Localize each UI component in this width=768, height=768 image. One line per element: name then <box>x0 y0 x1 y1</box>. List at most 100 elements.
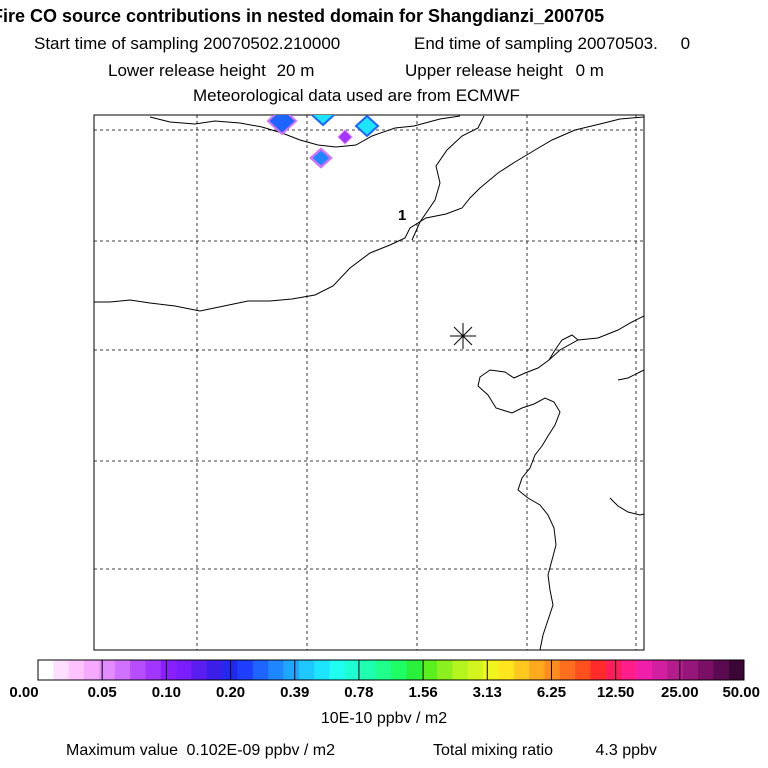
colorbar-cell <box>621 660 637 680</box>
coast-fragment-2 <box>617 369 644 381</box>
colorbar-cell <box>590 660 607 680</box>
colorbar-cell <box>437 660 453 680</box>
upper-value: 0 m <box>575 61 604 80</box>
colorbar-cell <box>329 660 346 680</box>
colorbar-tick-label: 3.13 <box>473 684 502 701</box>
colorbar-cell <box>575 660 591 680</box>
colorbar-cell <box>391 660 407 680</box>
grid <box>94 115 644 650</box>
colorbar-tick-label: 0.39 <box>280 684 309 701</box>
lower-label: Lower release height <box>108 61 266 80</box>
colorbar-cell <box>406 660 422 680</box>
colorbar-tick-label: 0.05 <box>88 684 117 701</box>
colorbar-cell <box>498 660 515 680</box>
boundary-north <box>149 115 461 148</box>
chart-title: Fire CO source contributions in nested d… <box>0 6 605 26</box>
plot-frame <box>93 114 645 651</box>
colorbar-cell <box>252 660 269 680</box>
coast-fragment-1 <box>609 497 644 516</box>
colorbar-cell <box>421 660 438 680</box>
hotspot-5 <box>309 147 333 169</box>
colorbar-cell <box>682 660 699 680</box>
hotspot-4 <box>354 115 380 138</box>
colorbar-cell <box>728 660 745 680</box>
colorbar-cell <box>176 660 192 680</box>
sampling-end: End time of sampling 20070503. 0 <box>414 34 690 54</box>
colorbar-tick-label: 1.56 <box>408 684 437 701</box>
hotspot-3 <box>337 129 353 145</box>
colorbar-cell <box>130 660 146 680</box>
upper-label: Upper release height <box>405 61 563 80</box>
end-value: 20070503. <box>577 34 658 53</box>
colorbar-cell <box>53 660 69 680</box>
total-number: 4.3 ppbv <box>595 742 657 759</box>
colorbar-cell <box>344 660 361 680</box>
start-label: Start time of sampling <box>34 34 199 53</box>
colorbar <box>37 659 745 681</box>
colorbar-cell <box>314 660 330 680</box>
colorbar-tick-label: 12.50 <box>597 684 635 701</box>
met-source: Meteorological data used are from ECMWF <box>193 86 520 105</box>
colorbar-cell <box>222 660 238 680</box>
map-outlines <box>94 115 644 650</box>
hotspot-2 <box>310 115 336 127</box>
colorbar-cell <box>713 660 729 680</box>
total-label: Total mixing ratio <box>433 742 554 759</box>
coastline <box>477 315 644 650</box>
colorbar-cell <box>114 660 131 680</box>
contour-label: 1 <box>398 207 406 224</box>
colorbar-cell <box>467 660 484 680</box>
colorbar-cell <box>636 660 653 680</box>
colorbar-cell <box>483 660 499 680</box>
colorbar-cell <box>667 660 683 680</box>
end-label: End time of sampling <box>414 34 573 53</box>
boundary-main <box>94 116 644 312</box>
colorbar-cell <box>38 660 54 680</box>
colorbar-unit: 10E-10 ppbv / m2 <box>320 710 448 727</box>
colorbar-tick-label: 6.25 <box>537 684 566 701</box>
boundary-inner <box>411 115 485 241</box>
colorbar-cell <box>99 660 116 680</box>
colorbar-cell <box>697 660 714 680</box>
sampling-start: Start time of sampling 20070502.210000 <box>34 34 340 54</box>
release-upper: Upper release height 0 m <box>405 61 604 81</box>
hotspots <box>266 115 380 169</box>
colorbar-cell <box>605 660 622 680</box>
colorbar-cell <box>298 660 315 680</box>
colorbar-tick-label: 0.00 <box>9 684 38 701</box>
colorbar-cell <box>68 660 85 680</box>
colorbar-tick-label: 0.10 <box>152 684 181 701</box>
hotspot-1 <box>266 115 298 136</box>
end-extra: 0 <box>680 34 691 53</box>
colorbar-cell <box>206 660 223 680</box>
max-value: Maximum value 0.102E-09 ppbv / m2 <box>66 742 335 760</box>
total-mixing: Total mixing ratio 4.3 ppbv <box>433 742 657 760</box>
colorbar-cell <box>268 660 284 680</box>
colorbar-cell <box>160 660 177 680</box>
colorbar-tick-label: 25.00 <box>661 684 699 701</box>
colorbar-cell <box>452 660 469 680</box>
start-value: 20070502.210000 <box>203 34 341 53</box>
colorbar-cell <box>559 660 576 680</box>
colorbar-cell <box>544 660 561 680</box>
max-label: Maximum value <box>66 742 179 759</box>
release-lower: Lower release height 20 m <box>108 61 314 81</box>
receptor-marker <box>450 323 476 349</box>
colorbar-cell <box>283 660 300 680</box>
colorbar-cell <box>513 660 530 680</box>
colorbar-cell <box>651 660 668 680</box>
colorbar-cell <box>529 660 545 680</box>
colorbar-cell <box>145 660 162 680</box>
colorbar-tick-label: 0.78 <box>344 684 373 701</box>
colorbar-cell <box>237 660 254 680</box>
peninsula <box>548 334 579 361</box>
lower-value: 20 m <box>276 61 315 80</box>
colorbar-cell <box>191 660 208 680</box>
max-number: 0.102E-09 ppbv / m2 <box>186 742 336 759</box>
colorbar-cell <box>84 660 100 680</box>
colorbar-ticks: 0.00 0.05 0.10 0.20 0.39 0.78 1.56 3.13 6.25 12.5… <box>9 660 760 701</box>
colorbar-cell <box>375 660 392 680</box>
colorbar-tick-label: 0.20 <box>216 684 245 701</box>
colorbar-tick-label: 50.00 <box>722 684 760 701</box>
